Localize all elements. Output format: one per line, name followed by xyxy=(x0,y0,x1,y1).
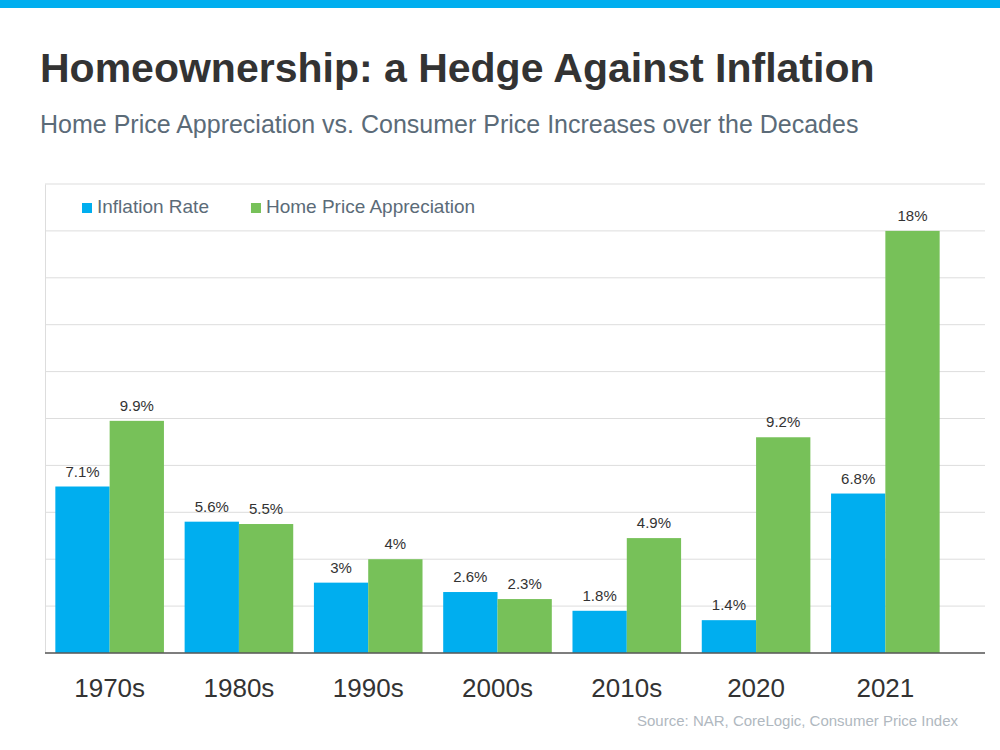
data-label: 2.3% xyxy=(508,575,542,592)
y-axis-line xyxy=(45,185,46,654)
legend-label: Home Price Appreciation xyxy=(266,196,475,217)
legend: Inflation Rate Home Price Appreciation xyxy=(82,196,475,217)
x-tick: 2000s xyxy=(462,653,533,703)
x-tick-label: 2000s xyxy=(462,673,533,703)
data-label: 18% xyxy=(897,207,927,224)
x-tick-label: 2010s xyxy=(591,673,662,703)
data-label: 5.6% xyxy=(195,498,229,515)
grid xyxy=(45,184,985,653)
x-tick: 1980s xyxy=(204,653,275,703)
legend-label: Inflation Rate xyxy=(97,196,209,217)
grid-line xyxy=(45,184,985,185)
bar xyxy=(831,494,885,653)
data-label: 7.1% xyxy=(65,463,99,480)
x-tick-label: 2021 xyxy=(856,673,914,703)
grid-line xyxy=(45,418,985,419)
grid-line xyxy=(45,230,985,231)
bar xyxy=(443,592,497,653)
legend-swatch xyxy=(251,203,261,213)
data-label: 9.2% xyxy=(766,413,800,430)
title: Homeownership: a Hedge Against Inflation xyxy=(40,45,875,91)
data-label: 4.9% xyxy=(637,514,671,531)
x-tick: 2021 xyxy=(856,653,914,703)
grid-line xyxy=(45,277,985,278)
data-labels: 7.1% 5.6% 3% 2.6% 1.8% 1.4% 6.8% 9.9% 5.5% 4% 2.3%… xyxy=(65,207,927,613)
x-tick: 1970s xyxy=(74,653,145,703)
x-tick-label: 1990s xyxy=(333,673,404,703)
y-axis xyxy=(45,185,47,654)
source: Source: NAR, CoreLogic, Consumer Price I… xyxy=(637,712,958,729)
data-label: 6.8% xyxy=(841,470,875,487)
grid-line xyxy=(45,465,985,466)
data-label: 5.5% xyxy=(249,500,283,517)
bar xyxy=(756,437,810,653)
x-tick: 2010s xyxy=(591,653,662,703)
x-tick-label: 1980s xyxy=(204,673,275,703)
bar xyxy=(885,231,939,653)
bar xyxy=(572,611,626,653)
bar xyxy=(239,524,293,653)
bar xyxy=(368,559,422,653)
bar xyxy=(627,538,681,653)
data-label: 1.4% xyxy=(712,596,746,613)
chart: Homeownership: a Hedge Against Inflation… xyxy=(0,0,1000,750)
legend-swatch xyxy=(82,203,92,213)
top-band xyxy=(0,0,1000,8)
bar xyxy=(702,620,756,653)
x-axis-line xyxy=(45,652,985,654)
subtitle: Home Price Appreciation vs. Consumer Pri… xyxy=(40,110,858,138)
data-label: 1.8% xyxy=(583,587,617,604)
x-tick: 1990s xyxy=(333,653,404,703)
x-axis: 1970s 1980s 1990s 2000s 2010s 2020 2021 xyxy=(45,653,985,703)
data-label: 9.9% xyxy=(120,397,154,414)
bar xyxy=(55,487,109,653)
bar xyxy=(110,421,164,653)
grid-line xyxy=(45,324,985,325)
data-label: 4% xyxy=(385,535,407,552)
bar xyxy=(314,583,368,653)
grid-line xyxy=(45,371,985,372)
grid-line xyxy=(45,653,985,654)
x-tick-label: 1970s xyxy=(74,673,145,703)
x-tick-label: 2020 xyxy=(727,673,785,703)
data-label: 2.6% xyxy=(453,568,487,585)
x-tick: 2020 xyxy=(727,653,785,703)
data-label: 3% xyxy=(330,559,352,576)
bar xyxy=(498,599,552,653)
bars xyxy=(55,231,939,653)
bar xyxy=(185,522,239,653)
